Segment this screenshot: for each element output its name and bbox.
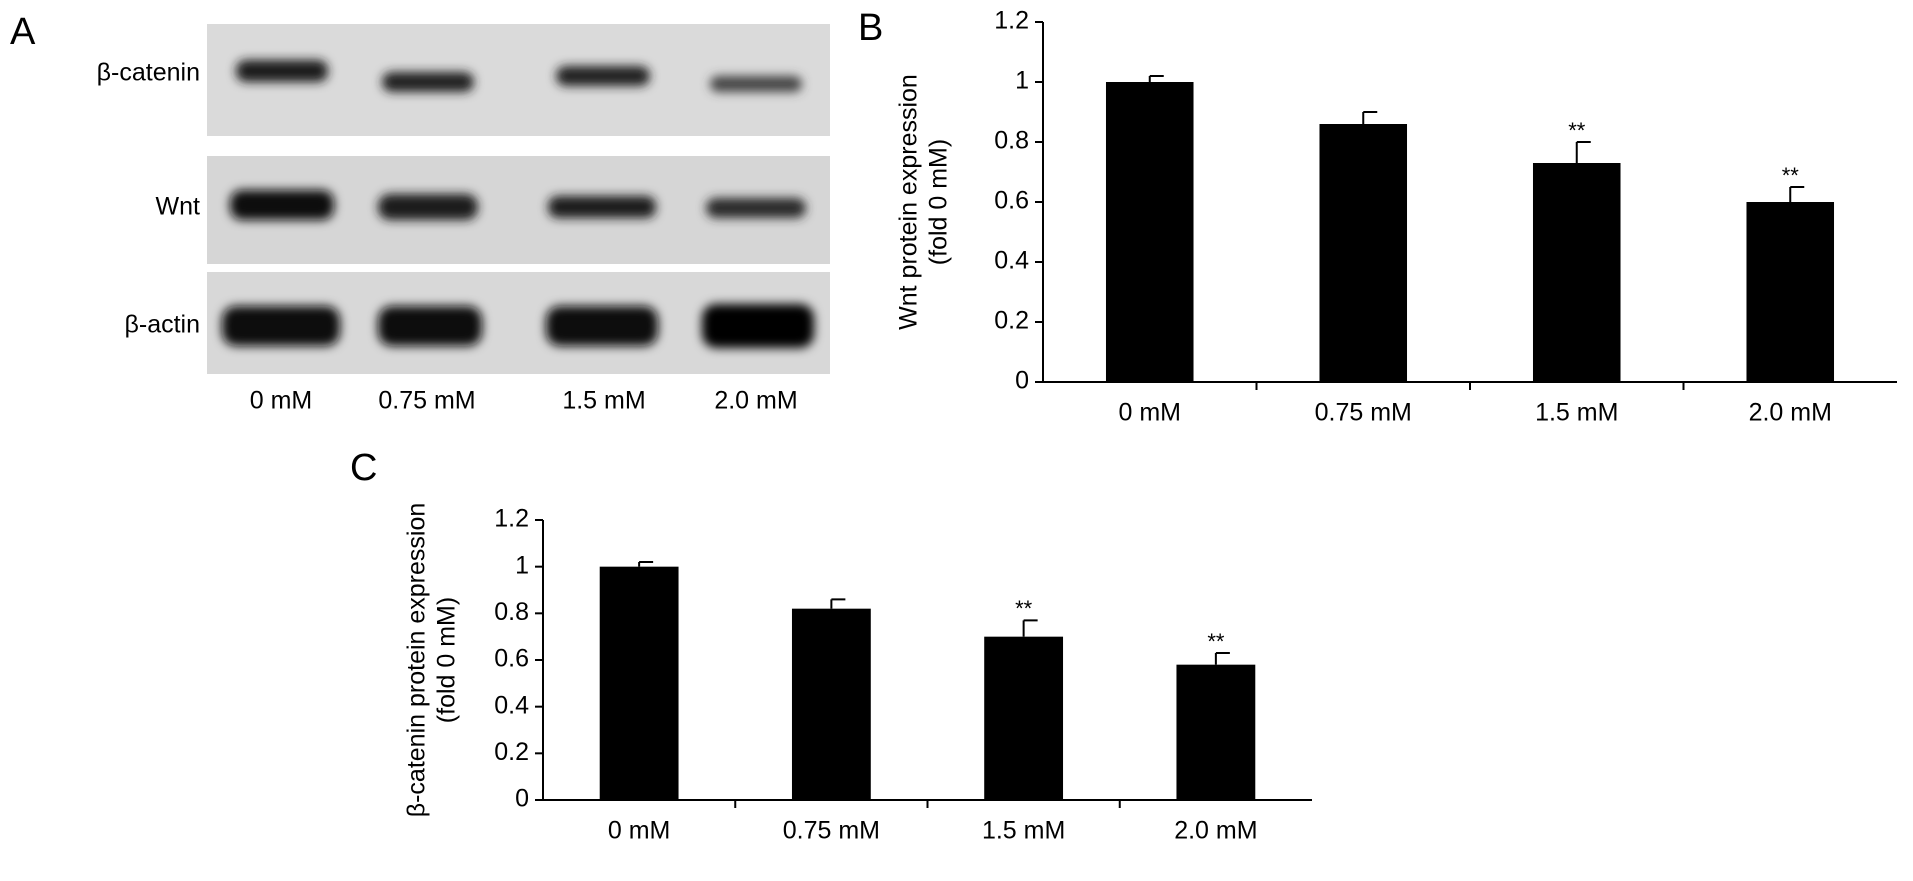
x-tick-label: 0 mM <box>608 817 671 845</box>
bar <box>984 636 1064 800</box>
error-bar <box>830 598 846 609</box>
y-tick-label: 0.4 <box>494 691 529 719</box>
panel-label: A <box>10 11 36 53</box>
y-tick-label: 0.6 <box>994 187 1029 215</box>
bar <box>791 608 871 800</box>
error-bar <box>1789 186 1805 202</box>
y-tick-label: 0 <box>515 785 529 813</box>
error-bar <box>1022 619 1038 637</box>
error-bar <box>1362 111 1378 124</box>
panel-label: B <box>858 7 883 49</box>
x-tick-label: 2.0 mM <box>1174 817 1257 845</box>
bar <box>1532 163 1621 382</box>
x-tick-label: 0 mM <box>1119 399 1182 427</box>
blot-lane-label: 2.0 mM <box>714 387 797 415</box>
y-axis-label: (fold 0 mM) <box>433 597 461 723</box>
y-tick-label: 1 <box>1015 67 1029 95</box>
blot-bands <box>222 60 814 348</box>
error-bar <box>1148 75 1164 82</box>
bar <box>1176 664 1256 800</box>
x-tick-label: 0.75 mM <box>783 817 880 845</box>
blot-lane-label: 0.75 mM <box>378 387 475 415</box>
bar <box>1319 124 1408 382</box>
blot-row-label: β-catenin <box>97 59 200 87</box>
x-tick-label: 0.75 mM <box>1315 399 1412 427</box>
y-tick-label: 1 <box>515 551 529 579</box>
blot-row-label: β-actin <box>124 311 200 339</box>
y-tick-label: 1.2 <box>994 7 1029 35</box>
blot-lane-label: 0 mM <box>250 387 313 415</box>
y-axis-label: β-catenin protein expression <box>403 503 431 818</box>
x-tick-label: 2.0 mM <box>1749 399 1832 427</box>
y-tick-label: 0.2 <box>494 738 529 766</box>
blot-row-label: Wnt <box>156 193 201 221</box>
significance: ** <box>1207 629 1225 654</box>
error-bar <box>1214 652 1230 665</box>
significance: ** <box>1568 118 1586 143</box>
error-bar <box>1575 141 1591 163</box>
bar <box>1746 202 1835 382</box>
y-tick-label: 0.2 <box>994 307 1029 335</box>
panel-label: C <box>350 447 377 489</box>
y-tick-label: 0.6 <box>494 645 529 673</box>
significance: ** <box>1782 163 1800 188</box>
y-tick-label: 0.4 <box>994 247 1029 275</box>
blot-lane-label: 1.5 mM <box>562 387 645 415</box>
error-bar <box>638 561 654 567</box>
significance: ** <box>1015 596 1033 621</box>
y-tick-label: 0 <box>1015 367 1029 395</box>
x-tick-label: 1.5 mM <box>982 817 1065 845</box>
y-tick-label: 1.2 <box>494 505 529 533</box>
y-tick-label: 0.8 <box>494 598 529 626</box>
y-axis-label: Wnt protein expression <box>895 74 923 330</box>
bar <box>599 566 679 800</box>
y-axis-label: (fold 0 mM) <box>925 139 953 265</box>
x-tick-label: 1.5 mM <box>1535 399 1618 427</box>
y-tick-label: 0.8 <box>994 127 1029 155</box>
bar <box>1105 82 1194 382</box>
